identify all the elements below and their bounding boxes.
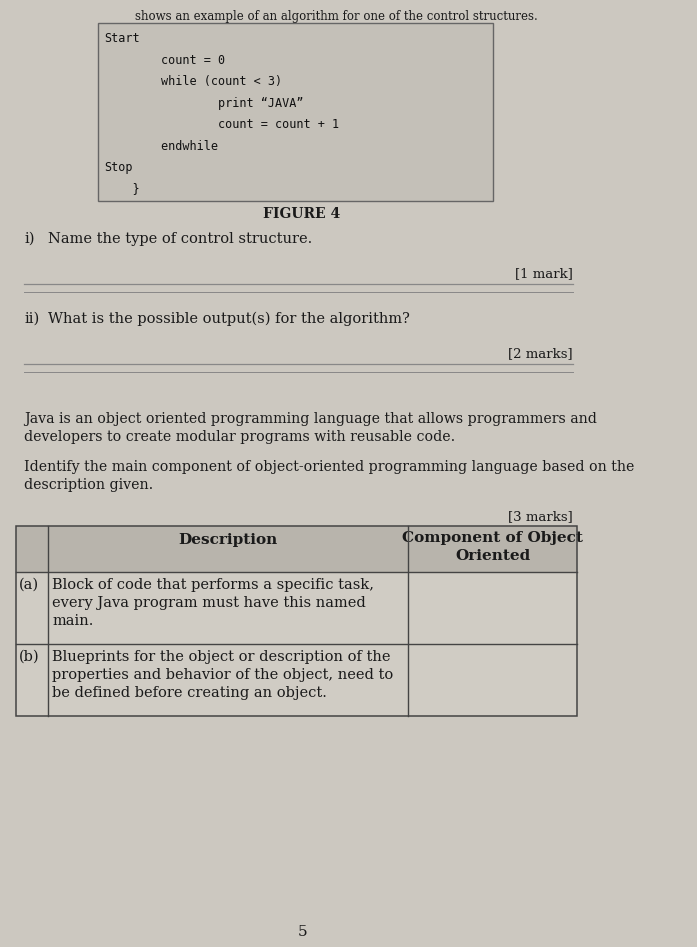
Text: (a): (a) [19, 578, 39, 592]
Text: [3 marks]: [3 marks] [508, 510, 573, 523]
Text: print “JAVA”: print “JAVA” [104, 97, 304, 110]
Text: count = count + 1: count = count + 1 [104, 118, 339, 131]
Text: What is the possible output(s) for the algorithm?: What is the possible output(s) for the a… [48, 312, 410, 327]
Text: (b): (b) [19, 650, 40, 664]
Text: 5: 5 [298, 925, 307, 939]
Text: while (count < 3): while (count < 3) [104, 75, 282, 88]
Bar [98, 23, 493, 201]
Text: FIGURE 4: FIGURE 4 [263, 207, 341, 221]
Bar [15, 526, 577, 716]
Text: shows an example of an algorithm for one of the control structures.: shows an example of an algorithm for one… [135, 10, 537, 23]
Text: }: } [104, 183, 140, 195]
Text: i): i) [24, 232, 35, 246]
Text: endwhile: endwhile [104, 139, 218, 152]
Text: Java is an object oriented programming language that allows programmers and
deve: Java is an object oriented programming l… [24, 412, 597, 444]
Text: [1 mark]: [1 mark] [515, 267, 573, 280]
Text: Name the type of control structure.: Name the type of control structure. [48, 232, 312, 246]
Text: count = 0: count = 0 [104, 53, 225, 66]
Text: Component of Object
Oriented: Component of Object Oriented [402, 531, 583, 563]
Text: Identify the main component of object-oriented programming language based on the: Identify the main component of object-or… [24, 460, 635, 491]
Text: ii): ii) [24, 312, 40, 326]
Text: Description: Description [178, 533, 277, 547]
Text: Blueprints for the object or description of the
properties and behavior of the o: Blueprints for the object or description… [52, 650, 393, 700]
Bar [15, 526, 577, 572]
Text: Stop: Stop [104, 161, 132, 174]
Text: Start: Start [104, 32, 140, 45]
Text: [2 marks]: [2 marks] [508, 347, 573, 360]
Bar [15, 526, 577, 716]
Text: Block of code that performs a specific task,
every Java program must have this n: Block of code that performs a specific t… [52, 578, 374, 628]
